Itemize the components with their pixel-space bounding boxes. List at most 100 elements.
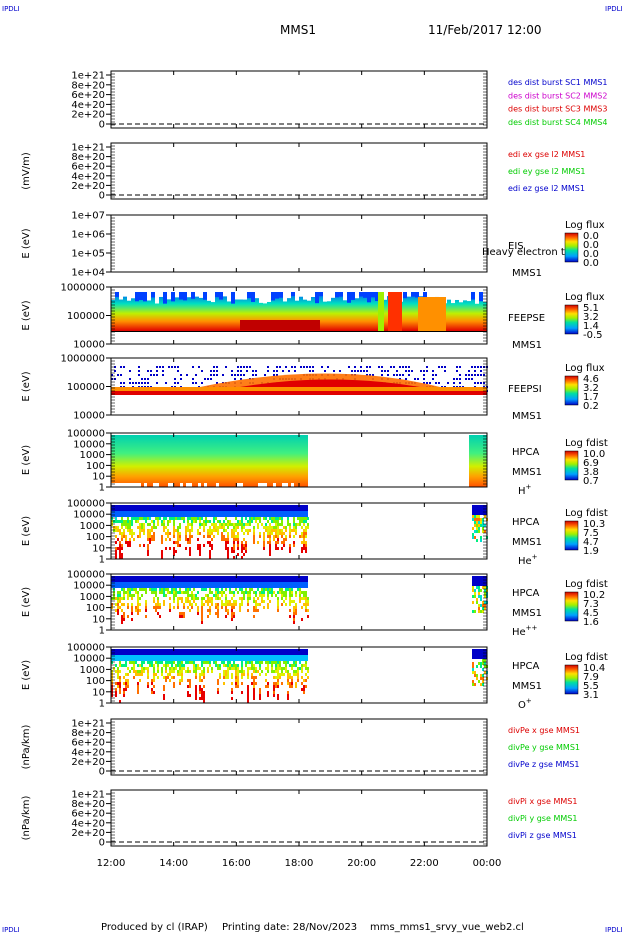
hpca-cell xyxy=(233,594,235,597)
hpca-cell xyxy=(217,588,219,591)
hpca-cell xyxy=(121,664,123,667)
hpca-cell xyxy=(169,609,171,612)
hpca-cell xyxy=(307,676,309,679)
hpca-cell xyxy=(187,691,189,694)
hpca-cell xyxy=(229,523,231,526)
hpca-cell xyxy=(271,670,273,673)
feepsi-dot xyxy=(366,370,368,372)
hpca-cell xyxy=(167,591,169,594)
hpca-cell xyxy=(233,556,235,559)
hpca-cell xyxy=(217,615,219,618)
hpca-cell xyxy=(111,520,113,523)
hpca-cell xyxy=(476,515,478,518)
hpca-cell xyxy=(305,679,307,682)
hpca-cell xyxy=(279,588,281,591)
hpca-cell xyxy=(295,523,297,526)
hpca-cell xyxy=(125,688,127,691)
feepsi-dot xyxy=(402,366,404,368)
hpca-cell xyxy=(165,547,167,550)
hpca-cell xyxy=(225,673,227,676)
hpca-cell xyxy=(147,667,149,670)
hpca-cell xyxy=(283,673,285,676)
hpca-cell xyxy=(153,670,155,673)
hpca-cell xyxy=(277,676,279,679)
hpca-cell xyxy=(249,594,251,597)
hpca-cell xyxy=(301,682,303,685)
hpca-cell xyxy=(111,676,113,679)
y-tick-label: 1e+04 xyxy=(71,268,105,279)
feepsi-dot xyxy=(459,366,461,368)
hpca-top-band xyxy=(111,505,308,511)
hpca-cell xyxy=(474,674,476,677)
hpca-cell xyxy=(225,676,227,679)
hpca-cell xyxy=(191,597,193,600)
hpca-cell xyxy=(173,532,175,535)
hpca-cell xyxy=(173,597,175,600)
instrument-label: EIS xyxy=(508,241,524,252)
hpca-cell xyxy=(127,679,129,682)
feepse-noise xyxy=(319,292,323,297)
feepse-noise xyxy=(355,292,359,299)
hpca-cell xyxy=(303,529,305,532)
hpca-cell xyxy=(472,589,474,592)
feepsi-dot xyxy=(114,370,116,372)
feepse-noise xyxy=(471,292,475,300)
hpca-cell xyxy=(289,588,291,591)
feepsi-dot xyxy=(147,382,149,384)
hpca-cell xyxy=(207,667,209,670)
hpca-cell xyxy=(251,667,253,670)
hpca-cell xyxy=(229,661,231,664)
hpca-cell xyxy=(273,538,275,541)
hpca-cell xyxy=(305,594,307,597)
hpca-cell xyxy=(115,688,117,691)
hpca-cell xyxy=(129,532,131,535)
hpca-cell xyxy=(189,523,191,526)
hpca-cell xyxy=(133,661,135,664)
feepsi-core xyxy=(240,379,420,387)
hpca-cell xyxy=(179,538,181,541)
hpca-cell xyxy=(225,609,227,612)
hpca-cell xyxy=(129,661,131,664)
hpca-cell xyxy=(179,588,181,591)
hpca-cell xyxy=(193,520,195,523)
hpca-cell xyxy=(231,688,233,691)
hpca-cell xyxy=(275,520,277,523)
feepse-noise xyxy=(147,292,151,301)
hpca-cell xyxy=(199,676,201,679)
legend-entry: divPe x gse MMS1 xyxy=(508,726,580,735)
hpca-cell xyxy=(227,600,229,603)
hpca-cell xyxy=(173,517,175,520)
hpca-cell xyxy=(235,603,237,606)
hpca-cell xyxy=(281,529,283,532)
y-tick-label: 10000 xyxy=(73,510,105,521)
hpca-cell xyxy=(474,536,476,539)
feepse-base xyxy=(111,331,487,332)
hpca-cell xyxy=(295,594,297,597)
hpca-cell xyxy=(209,588,211,591)
spacecraft-label: MMS1 xyxy=(512,681,542,692)
hpca-cell xyxy=(273,517,275,520)
hpca-cell xyxy=(267,588,269,591)
hpca-cell xyxy=(247,591,249,594)
feepsi-dot xyxy=(381,366,383,368)
hpca-cell xyxy=(297,588,299,591)
hpca-cell xyxy=(241,597,243,600)
hpca-cell xyxy=(115,550,117,553)
hpca-cell xyxy=(163,523,165,526)
hpca-cell xyxy=(484,586,486,589)
hpca-cell xyxy=(259,697,261,700)
hpca-cell xyxy=(255,603,257,606)
feepsi-dot xyxy=(357,370,359,372)
hpca-cell xyxy=(253,532,255,535)
hpca-cell xyxy=(189,541,191,544)
hpca-cell xyxy=(195,691,197,694)
hpca-cell xyxy=(231,532,233,535)
hpca-cell xyxy=(478,607,480,610)
hpca-cell xyxy=(141,517,143,520)
feepsi-dot xyxy=(426,370,428,372)
instrument-label: HPCA xyxy=(512,661,540,672)
hpca-cell xyxy=(291,676,293,679)
feepsi-dot xyxy=(177,370,179,372)
hpca-h-gap xyxy=(138,483,141,487)
time-tick-label: 16:00 xyxy=(222,858,251,869)
